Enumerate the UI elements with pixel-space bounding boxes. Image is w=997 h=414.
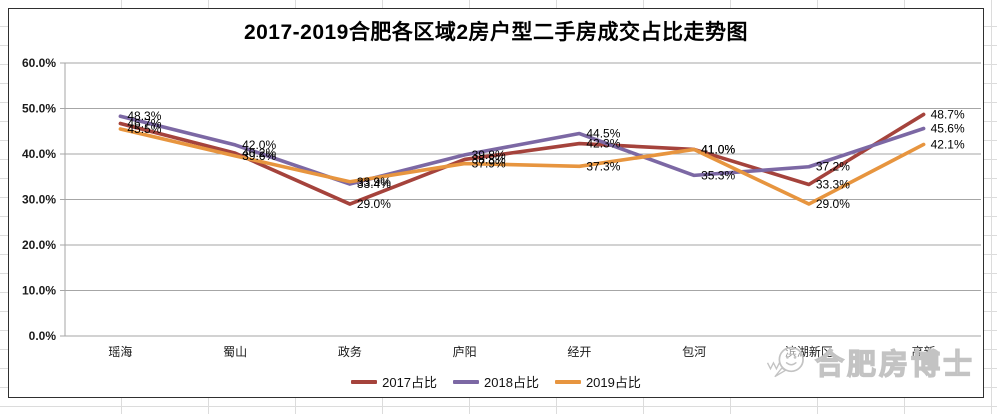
data-label-2019占比: 37.3% <box>586 159 620 173</box>
data-label-2019占比: 42.1% <box>931 137 965 151</box>
x-axis-label: 庐阳 <box>453 344 477 359</box>
data-label-2018占比: 48.3% <box>127 109 161 123</box>
data-label-2019占比: 33.9% <box>357 175 391 189</box>
x-axis-label: 滨湖新区 <box>785 344 833 359</box>
data-label-2019占比: 45.5% <box>127 122 161 136</box>
x-axis-label: 瑶海 <box>108 344 132 359</box>
data-label-2018占比: 45.6% <box>931 122 965 136</box>
data-label-2018占比: 39.8% <box>472 148 506 162</box>
data-label-2019占比: 29.0% <box>816 197 850 211</box>
y-axis-label: 10.0% <box>22 284 56 298</box>
legend-swatch <box>453 379 480 384</box>
data-label-2017占比: 48.7% <box>931 107 965 121</box>
legend: 2017占比 2018占比 2019占比 <box>9 372 983 391</box>
data-label-2017占比: 46.7% <box>127 117 161 131</box>
data-label-2018占比: 42.0% <box>242 138 276 152</box>
plot-svg: 0.0% 10.0% 20.0% 30.0% 40.0% 50.0% 60.0% 瑶海 蜀山 政务… <box>22 56 981 359</box>
data-label-2019占比: 37.9% <box>472 157 506 171</box>
data-label-2017占比: 40.2% <box>242 146 276 160</box>
x-axis-label: 高新 <box>912 344 936 359</box>
legend-item-2019占比: 2019占比 <box>554 372 641 391</box>
data-label-2018占比: 33.4% <box>357 177 391 191</box>
legend-item-2017占比: 2017占比 <box>351 372 437 391</box>
y-axis-label: 60.0% <box>22 56 56 70</box>
data-label-2019占比: 41.0% <box>701 142 735 156</box>
data-label-2017占比: 41.0% <box>701 142 735 156</box>
data-label-2017占比: 33.3% <box>816 177 850 191</box>
x-axis-label: 经开 <box>567 345 591 359</box>
data-label-2017占比: 38.8% <box>472 152 506 166</box>
data-label-2018占比: 44.5% <box>586 127 620 141</box>
data-label-2017占比: 29.0% <box>357 197 391 211</box>
y-axis-label: 0.0% <box>29 329 57 343</box>
x-axis-label: 包河 <box>682 345 706 359</box>
legend-swatch <box>351 379 378 384</box>
y-axis-label: 30.0% <box>22 193 56 207</box>
y-axis-label: 50.0% <box>22 102 56 116</box>
legend-label: 2018占比 <box>484 375 539 390</box>
legend-label: 2017占比 <box>382 375 438 390</box>
series-line-2018占比 <box>118 114 926 186</box>
data-label-2017占比: 42.3% <box>586 137 620 151</box>
x-axis-label: 政务 <box>338 344 362 359</box>
series-line-2017占比 <box>118 112 926 206</box>
legend-swatch <box>554 379 581 384</box>
chart-title: 2017-2019合肥各区域2房户型二手房成交占比走势图 <box>243 21 749 44</box>
legend-label: 2019占比 <box>585 375 641 390</box>
y-axis-label: 20.0% <box>22 238 56 252</box>
chart-container: 2017-2019合肥各区域2房户型二手房成交占比走势图 0.0% 10.0% 20… <box>8 8 984 398</box>
y-axis-label: 40.0% <box>22 147 56 161</box>
data-label-2018占比: 37.2% <box>816 160 850 174</box>
x-axis-label: 蜀山 <box>223 345 247 359</box>
legend-item-2018占比: 2018占比 <box>453 372 539 391</box>
data-label-2018占比: 35.3% <box>701 168 735 182</box>
series-line-2019占比 <box>118 127 926 206</box>
data-label-2019占比: 39.6% <box>242 149 276 163</box>
